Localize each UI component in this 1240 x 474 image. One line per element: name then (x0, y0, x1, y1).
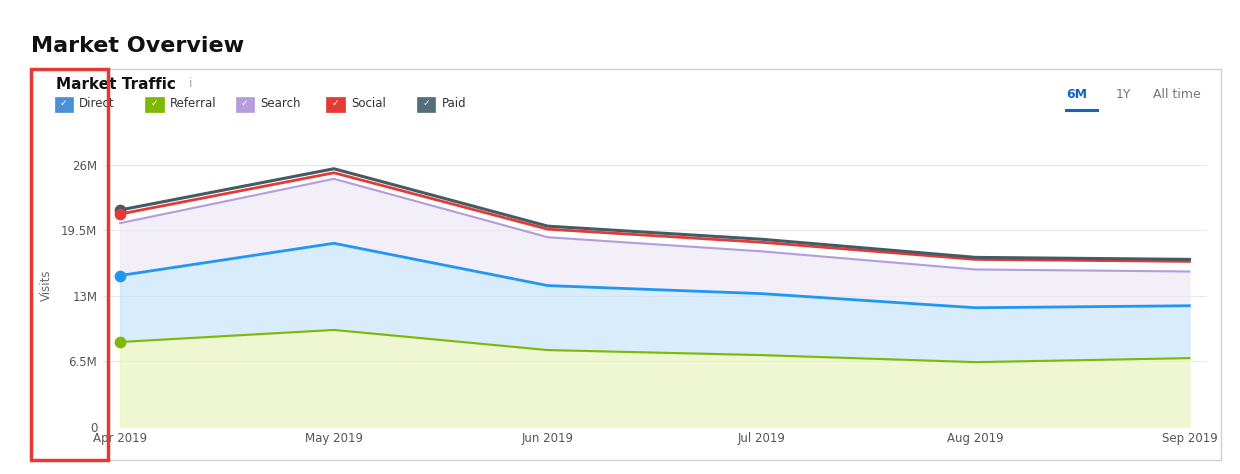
Text: Social: Social (351, 97, 386, 110)
Point (110, 210, 130, 218)
Text: 1Y: 1Y (1116, 88, 1131, 100)
Text: Market Overview: Market Overview (31, 36, 244, 55)
Text: i: i (188, 77, 192, 90)
Text: All time: All time (1153, 88, 1202, 100)
Text: Market Traffic: Market Traffic (56, 77, 176, 92)
Text: ✓: ✓ (60, 100, 68, 108)
Point (110, 338, 130, 346)
Text: ✓: ✓ (422, 100, 430, 108)
Text: Direct: Direct (79, 97, 115, 110)
Text: ✓: ✓ (241, 100, 249, 108)
Text: ✓: ✓ (150, 100, 159, 108)
Text: Search: Search (260, 97, 301, 110)
Point (110, 206, 130, 214)
Point (110, 272, 130, 279)
Text: Referral: Referral (170, 97, 217, 110)
Text: 6M: 6M (1066, 88, 1087, 100)
Text: Paid: Paid (441, 97, 466, 110)
Y-axis label: Visits: Visits (40, 270, 53, 301)
Text: ✓: ✓ (331, 100, 340, 108)
